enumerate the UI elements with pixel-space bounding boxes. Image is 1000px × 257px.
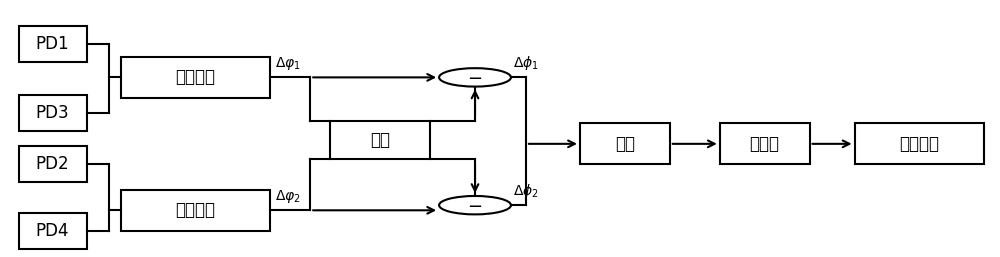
Text: $\Delta\phi_2$: $\Delta\phi_2$ bbox=[513, 182, 539, 200]
Text: 滤波: 滤波 bbox=[615, 135, 635, 153]
Text: $-$: $-$ bbox=[467, 68, 483, 86]
Bar bbox=[855, 123, 984, 164]
Text: 位置计算: 位置计算 bbox=[899, 135, 939, 153]
Circle shape bbox=[439, 196, 511, 214]
Text: PD2: PD2 bbox=[36, 155, 69, 173]
Text: PD4: PD4 bbox=[36, 222, 69, 240]
Text: $\Delta\phi_1$: $\Delta\phi_1$ bbox=[513, 54, 539, 72]
Text: PD1: PD1 bbox=[36, 35, 69, 53]
Circle shape bbox=[439, 68, 511, 87]
Bar bbox=[19, 213, 87, 249]
Text: 相位解调: 相位解调 bbox=[175, 68, 215, 86]
Text: 互相关: 互相关 bbox=[750, 135, 780, 153]
Text: 相位解调: 相位解调 bbox=[175, 201, 215, 219]
Text: PD3: PD3 bbox=[36, 104, 69, 122]
Bar bbox=[121, 57, 270, 98]
Bar bbox=[580, 123, 670, 164]
Bar bbox=[330, 121, 430, 159]
Bar bbox=[720, 123, 810, 164]
Text: $\Delta\varphi_2$: $\Delta\varphi_2$ bbox=[275, 188, 301, 205]
Bar bbox=[19, 95, 87, 131]
Text: $-$: $-$ bbox=[467, 196, 483, 214]
Text: $\Delta\varphi_1$: $\Delta\varphi_1$ bbox=[275, 55, 301, 72]
Bar bbox=[121, 190, 270, 231]
Bar bbox=[19, 146, 87, 182]
Text: 移位: 移位 bbox=[370, 131, 390, 149]
Bar bbox=[19, 26, 87, 62]
